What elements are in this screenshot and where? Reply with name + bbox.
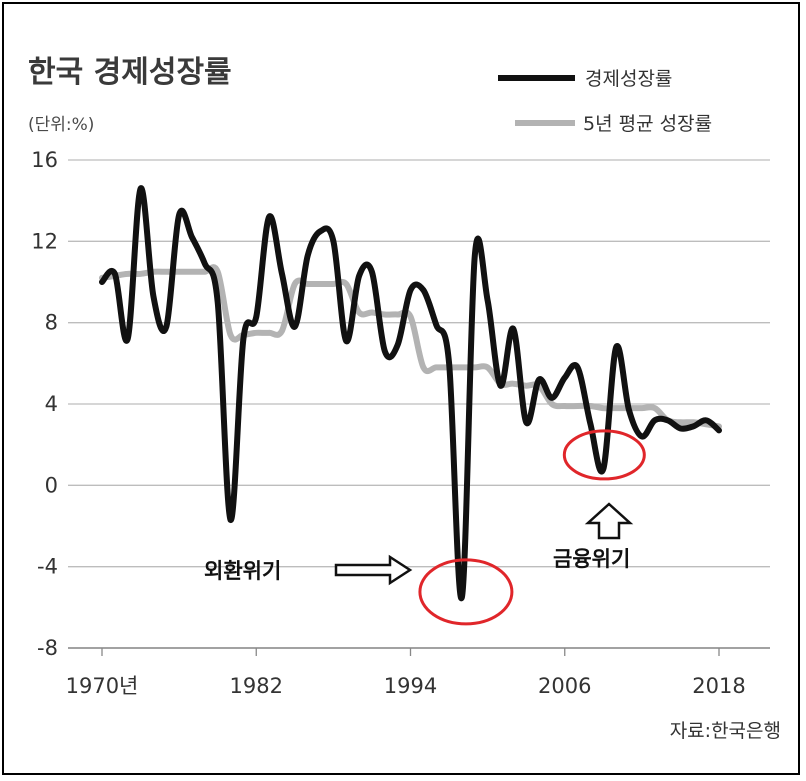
annotation-arrow-financial-crisis: [584, 502, 634, 540]
chart-frame: [2, 2, 800, 775]
x-tick-label: 1982: [230, 674, 283, 698]
y-tick-label: 12: [31, 229, 58, 253]
annotation-arrow-fx-crisis: [334, 554, 413, 586]
annotation-circle-fx-crisis: [418, 558, 514, 626]
y-tick-label: 8: [45, 311, 58, 335]
x-tick-label: 1970년: [66, 674, 139, 698]
legend: 경제성장률 5년 평균 성장률: [498, 68, 712, 135]
annotations: 외환위기 금융위기: [204, 429, 646, 626]
y-tick-label: 4: [45, 392, 58, 416]
x-tick-label: 1994: [384, 674, 437, 698]
y-tick-label: 16: [31, 148, 58, 172]
legend-label-avg: 5년 평균 성장률: [583, 113, 712, 135]
unit-label: (단위:%): [28, 115, 94, 135]
annotation-label-fx-crisis: 외환위기: [204, 559, 281, 583]
series-line-5yr-average: [99, 264, 722, 430]
annotation-circle-financial-crisis: [562, 429, 646, 481]
annotation-label-financial-crisis: 금융위기: [553, 547, 630, 571]
grid: [68, 159, 770, 656]
y-axis-ticks: 16 12 8 4 0 -4 -8: [31, 148, 58, 660]
x-axis-ticks: 1970년 1982 1994 2006 2018: [66, 674, 746, 698]
legend-label-growth: 경제성장률: [585, 68, 672, 90]
source-label: 자료:한국은행: [670, 720, 781, 742]
x-tick-label: 2006: [538, 674, 591, 698]
series-line-growth-rate: [99, 185, 722, 602]
x-tick-label: 2018: [692, 674, 745, 698]
y-tick-label: -8: [37, 636, 58, 660]
y-tick-label: 0: [45, 473, 58, 497]
chart-title: 한국 경제성장률: [28, 55, 232, 90]
series-lines: [99, 185, 722, 602]
y-tick-label: -4: [37, 555, 58, 579]
